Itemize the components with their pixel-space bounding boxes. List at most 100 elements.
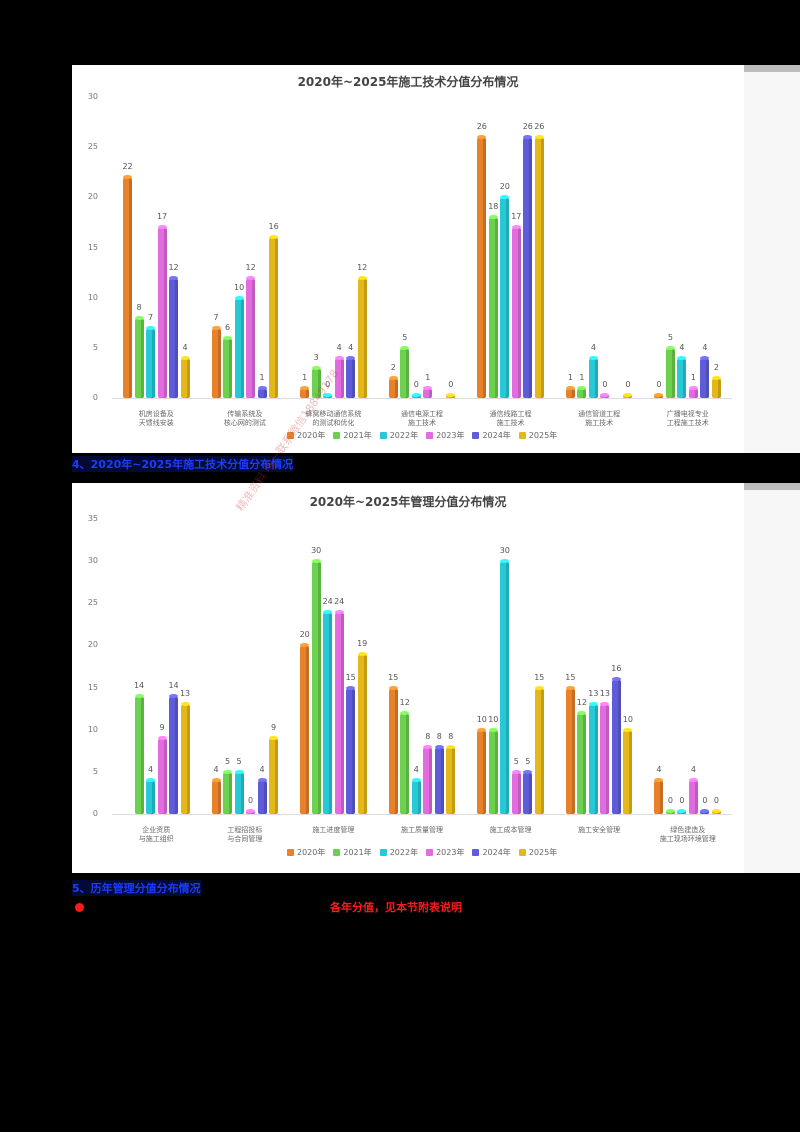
bar-2022年[interactable] <box>411 780 421 814</box>
bar-2022年[interactable] <box>588 704 598 814</box>
bar-value-label: 19 <box>357 638 368 648</box>
legend-item-2020年[interactable]: 2020年 <box>287 430 325 441</box>
bar-2025年[interactable] <box>623 395 633 398</box>
bar-2023年[interactable] <box>511 771 521 814</box>
legend-swatch-icon <box>472 849 480 856</box>
y-tick-label: 30 <box>87 92 98 101</box>
bar-2025年[interactable] <box>357 653 367 814</box>
y-tick-label: 20 <box>87 192 98 202</box>
legend-item-2021年[interactable]: 2021年 <box>333 847 372 858</box>
bar-2023年[interactable] <box>423 746 433 814</box>
bar-2022年[interactable] <box>411 395 421 398</box>
bar-2025年[interactable] <box>357 277 367 398</box>
bar-2025年[interactable] <box>534 137 544 398</box>
bar-2024年[interactable] <box>169 277 179 398</box>
bar-2022年[interactable] <box>588 357 598 398</box>
bar-2022年[interactable] <box>500 197 510 398</box>
legend-item-2024年[interactable]: 2024年 <box>472 430 511 441</box>
legend-item-2024年[interactable]: 2024年 <box>472 847 511 858</box>
bar-2020年[interactable] <box>211 327 221 398</box>
bar-2025年[interactable] <box>623 729 633 814</box>
bar-2024年[interactable] <box>700 811 710 814</box>
bar-2020年[interactable] <box>300 645 310 814</box>
bar-2023年[interactable] <box>688 780 698 814</box>
bar-2021年[interactable] <box>311 367 321 398</box>
bar-2020年[interactable] <box>388 377 398 398</box>
bar-2023年[interactable] <box>600 704 610 814</box>
bar-2020年[interactable] <box>388 687 398 814</box>
bar-2021年[interactable] <box>311 561 321 814</box>
bar-2020年[interactable] <box>477 729 487 814</box>
bar-2025年[interactable] <box>711 377 721 398</box>
bar-2024年[interactable] <box>257 780 267 814</box>
bar-2021年[interactable] <box>223 337 233 398</box>
legend-item-2022年[interactable]: 2022年 <box>379 847 418 858</box>
bar-2024年[interactable] <box>700 357 710 398</box>
bar-2025年[interactable] <box>180 357 190 398</box>
bar-2024年[interactable] <box>434 746 444 814</box>
bar-2024年[interactable] <box>611 679 621 814</box>
bar-2023年[interactable] <box>423 387 433 398</box>
legend-item-2023年[interactable]: 2023年 <box>426 430 464 441</box>
bar-2022年[interactable] <box>323 611 333 814</box>
bar-value-label: 3 <box>313 352 319 362</box>
bar-2023年[interactable] <box>246 811 256 814</box>
bar-2023年[interactable] <box>600 395 610 398</box>
bar-2023年[interactable] <box>511 227 521 398</box>
legend-item-2022年[interactable]: 2022年 <box>379 430 418 441</box>
bar-2022年[interactable] <box>500 561 510 814</box>
legend-item-2020年[interactable]: 2020年 <box>287 847 325 858</box>
bar-2021年[interactable] <box>488 217 498 398</box>
bar-2022年[interactable] <box>677 811 687 814</box>
bar-2021年[interactable] <box>400 347 410 398</box>
bar-2020年[interactable] <box>211 780 221 814</box>
bar-2021年[interactable] <box>400 712 410 814</box>
bar-2025年[interactable] <box>446 746 456 814</box>
legend-item-2025年[interactable]: 2025年 <box>518 430 557 441</box>
bar-2023年[interactable] <box>246 277 256 398</box>
bar-2020年[interactable] <box>565 687 575 814</box>
bar-2020年[interactable] <box>565 387 575 398</box>
bar-2022年[interactable] <box>323 395 333 398</box>
bar-2022年[interactable] <box>677 357 687 398</box>
bar-2024年[interactable] <box>523 771 533 814</box>
bar-2020年[interactable] <box>654 395 664 398</box>
bar-2025年[interactable] <box>180 704 190 814</box>
bar-2020年[interactable] <box>300 387 310 398</box>
bar-2022年[interactable] <box>146 327 156 398</box>
bar-2021年[interactable] <box>665 347 675 398</box>
category-label: 施工成本管理 <box>489 826 532 834</box>
bar-2023年[interactable] <box>688 387 698 398</box>
legend-item-2021年[interactable]: 2021年 <box>333 430 372 441</box>
bar-2021年[interactable] <box>134 696 144 814</box>
bar-2024年[interactable] <box>346 687 356 814</box>
bar-2021年[interactable] <box>665 811 675 814</box>
bar-2021年[interactable] <box>488 729 498 814</box>
bar-2024年[interactable] <box>523 137 533 398</box>
bar-2025年[interactable] <box>446 395 456 398</box>
bar-2025年[interactable] <box>711 811 721 814</box>
legend-item-2023年[interactable]: 2023年 <box>426 847 464 858</box>
bar-2022年[interactable] <box>146 780 156 814</box>
bar-2023年[interactable] <box>157 738 167 814</box>
bar-2021年[interactable] <box>577 712 587 814</box>
bar-2022年[interactable] <box>234 297 244 398</box>
bar-2023年[interactable] <box>157 227 167 398</box>
bar-2021年[interactable] <box>577 387 587 398</box>
bar-2022年[interactable] <box>234 771 244 814</box>
bar-2024年[interactable] <box>169 696 179 814</box>
bar-2024年[interactable] <box>257 387 267 398</box>
bar-2021年[interactable] <box>134 317 144 398</box>
bar-2024年[interactable] <box>346 357 356 398</box>
bar-2023年[interactable] <box>334 611 344 814</box>
bar-2021年[interactable] <box>223 771 233 814</box>
bar-2023年[interactable] <box>334 357 344 398</box>
bar-2025年[interactable] <box>534 687 544 814</box>
bar-2020年[interactable] <box>477 137 487 398</box>
bar-2020年[interactable] <box>123 177 133 398</box>
legend-item-2025年[interactable]: 2025年 <box>518 847 557 858</box>
bar-2020年[interactable] <box>654 780 664 814</box>
bar-2025年[interactable] <box>269 237 279 398</box>
legend-swatch-icon <box>379 432 387 439</box>
bar-2025年[interactable] <box>269 738 279 814</box>
